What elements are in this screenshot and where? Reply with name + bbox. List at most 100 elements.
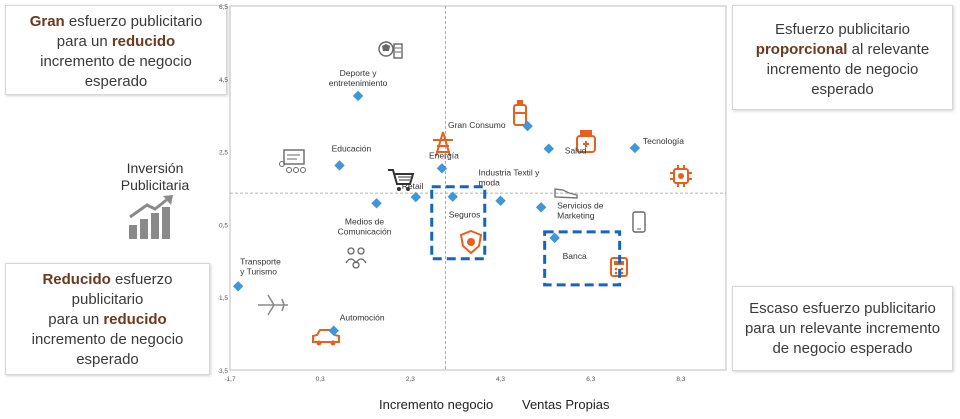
scatter-chart: 6,5 4,5 2,5 0,5 -1,5 -3,5 -1,7 0,3 2,3 4,3 6,3 8,3 [218, 4, 727, 383]
y-tick-label: 4,5 [219, 77, 228, 84]
point-label: Servicios de Marketing [557, 200, 604, 220]
point-label-line: Transporte [240, 256, 281, 266]
y-axis-label-line: Publicitaria [120, 177, 190, 193]
point-label: Tecnología [643, 136, 684, 146]
quadrant-text: esfuerzo [110, 271, 173, 288]
point-label-line: Tecnología [643, 136, 684, 146]
point-label-line: y Turismo [240, 266, 277, 276]
data-point [352, 90, 364, 102]
quadrant-text: proporcional [755, 41, 848, 58]
point-label: Retail [402, 181, 424, 191]
sports-icon [378, 41, 403, 59]
point-label: Transporte y Turismo [240, 256, 281, 276]
y-tick-labels: 6,5 4,5 2,5 0,5 -1,5 -3,5 [218, 4, 228, 375]
data-point [629, 142, 641, 154]
x-axis-label-left: Incremento negocio [379, 397, 494, 412]
quadrant-bottom-right-box: Escaso esfuerzo publicitario para un rel… [732, 286, 953, 371]
quadrant-text: esfuerzo publicitario [64, 13, 203, 30]
point-label-line: Deporte y [340, 68, 378, 78]
data-point [447, 191, 458, 202]
quadrant-text: de negocio esperado [772, 340, 913, 357]
quadrant-top-left-box: Gran esfuerzo publicitario para un reduc… [5, 5, 227, 95]
data-point [328, 325, 339, 336]
point-label-line: Energía [429, 150, 459, 160]
data-point [549, 232, 560, 244]
y-tick-label: 6,5 [219, 4, 228, 11]
x-axis-label-right: Ventas Propias [522, 397, 610, 412]
data-point [522, 120, 533, 132]
point-label-line: moda [479, 178, 501, 188]
x-tick-label: 2,3 [406, 376, 415, 383]
point-label-line: Comunicación [338, 226, 392, 236]
y-tick-label: -3,5 [218, 368, 228, 375]
x-tick-label: 4,3 [496, 376, 505, 383]
health-icon [576, 130, 596, 153]
quadrant-text: incremento de negocio [40, 53, 192, 70]
media-icon [345, 247, 367, 269]
point-label: Medios de Comunicación [338, 216, 392, 236]
x-tick-label: 6,3 [586, 376, 595, 383]
point-label: Industria Textil y moda [479, 168, 541, 188]
quadrant-text: incremento de negocio [31, 331, 184, 348]
icons [258, 41, 692, 346]
reference-lines [230, 6, 726, 370]
point-label-line: Salud [565, 146, 587, 156]
quadrant-text: para un relevante incremento [744, 320, 941, 337]
highlight-boxes [430, 185, 622, 287]
quadrant-text: Reducido [42, 271, 111, 288]
quadrant-text: para un [56, 33, 112, 50]
quadrant-text: esperado [76, 351, 139, 368]
point-label-line: Gran Consumo [448, 120, 506, 130]
data-point [371, 198, 382, 209]
x-tick-label: -1,7 [224, 376, 236, 383]
shield-icon [459, 229, 483, 255]
y-tick-label: 2,5 [219, 150, 228, 157]
data-point [495, 195, 506, 206]
point-label-line: Medios de [345, 216, 384, 226]
quadrant-text: Escaso esfuerzo publicitario [749, 300, 936, 317]
point-label: Gran Consumo [448, 120, 506, 130]
point-label: Energía [429, 150, 459, 160]
data-point [334, 160, 345, 171]
quadrant-text: publicitario [71, 291, 144, 308]
quadrant-text: incremento de negocio [766, 61, 919, 78]
x-tick-label: 0,3 [316, 376, 325, 383]
quadrant-top-right-box: Esfuerzo publicitario proporcional al re… [732, 5, 953, 110]
y-axis-label-line: Inversión [126, 160, 184, 176]
point-label-line: Seguros [449, 210, 481, 220]
y-axis-label: Inversión Publicitaria [95, 160, 215, 194]
point-label-line: Marketing [557, 210, 595, 220]
x-tick-labels: -1,7 0,3 2,3 4,3 6,3 8,3 [224, 376, 685, 383]
quadrant-text: esperado [811, 81, 874, 98]
quadrant-text: Gran [29, 13, 65, 30]
data-point [410, 191, 421, 203]
quadrant-text: reducido [111, 33, 176, 50]
quadrant-text: al relevante [847, 41, 930, 58]
data-point [543, 143, 554, 154]
y-tick-label: 0,5 [219, 222, 228, 229]
quadrant-text: Esfuerzo publicitario [774, 21, 911, 38]
highlight-box [543, 230, 622, 287]
energy-tower-icon [433, 131, 453, 157]
point-label-line: entretenimiento [329, 78, 388, 88]
phone-icon [632, 211, 646, 233]
shoe-icon [554, 188, 578, 199]
x-tick-label: 8,3 [676, 376, 685, 383]
chip-icon [670, 165, 692, 187]
growth-chart-icon [129, 195, 173, 239]
quadrant-text: reducido [103, 311, 167, 328]
point-label: Banca [563, 251, 587, 261]
quadrant-text: esperado [84, 73, 148, 90]
point-label: Salud [565, 146, 587, 156]
point-label-line: Educación [332, 143, 372, 153]
quadrant-bottom-left-box: Reducido esfuerzo publicitario para un r… [5, 263, 210, 375]
quadrant-text: para un [48, 311, 104, 328]
point-labels: Deporte y entretenimiento Gran Consumo Salu… [240, 68, 684, 323]
point-label: Seguros [449, 210, 481, 220]
y-tick-label: -1,5 [218, 295, 228, 302]
point-label-line: Banca [563, 251, 587, 261]
bottle-icon [513, 100, 527, 126]
point-label-line: Automoción [340, 313, 385, 323]
plane-icon [258, 294, 288, 316]
cart-icon [388, 169, 415, 191]
